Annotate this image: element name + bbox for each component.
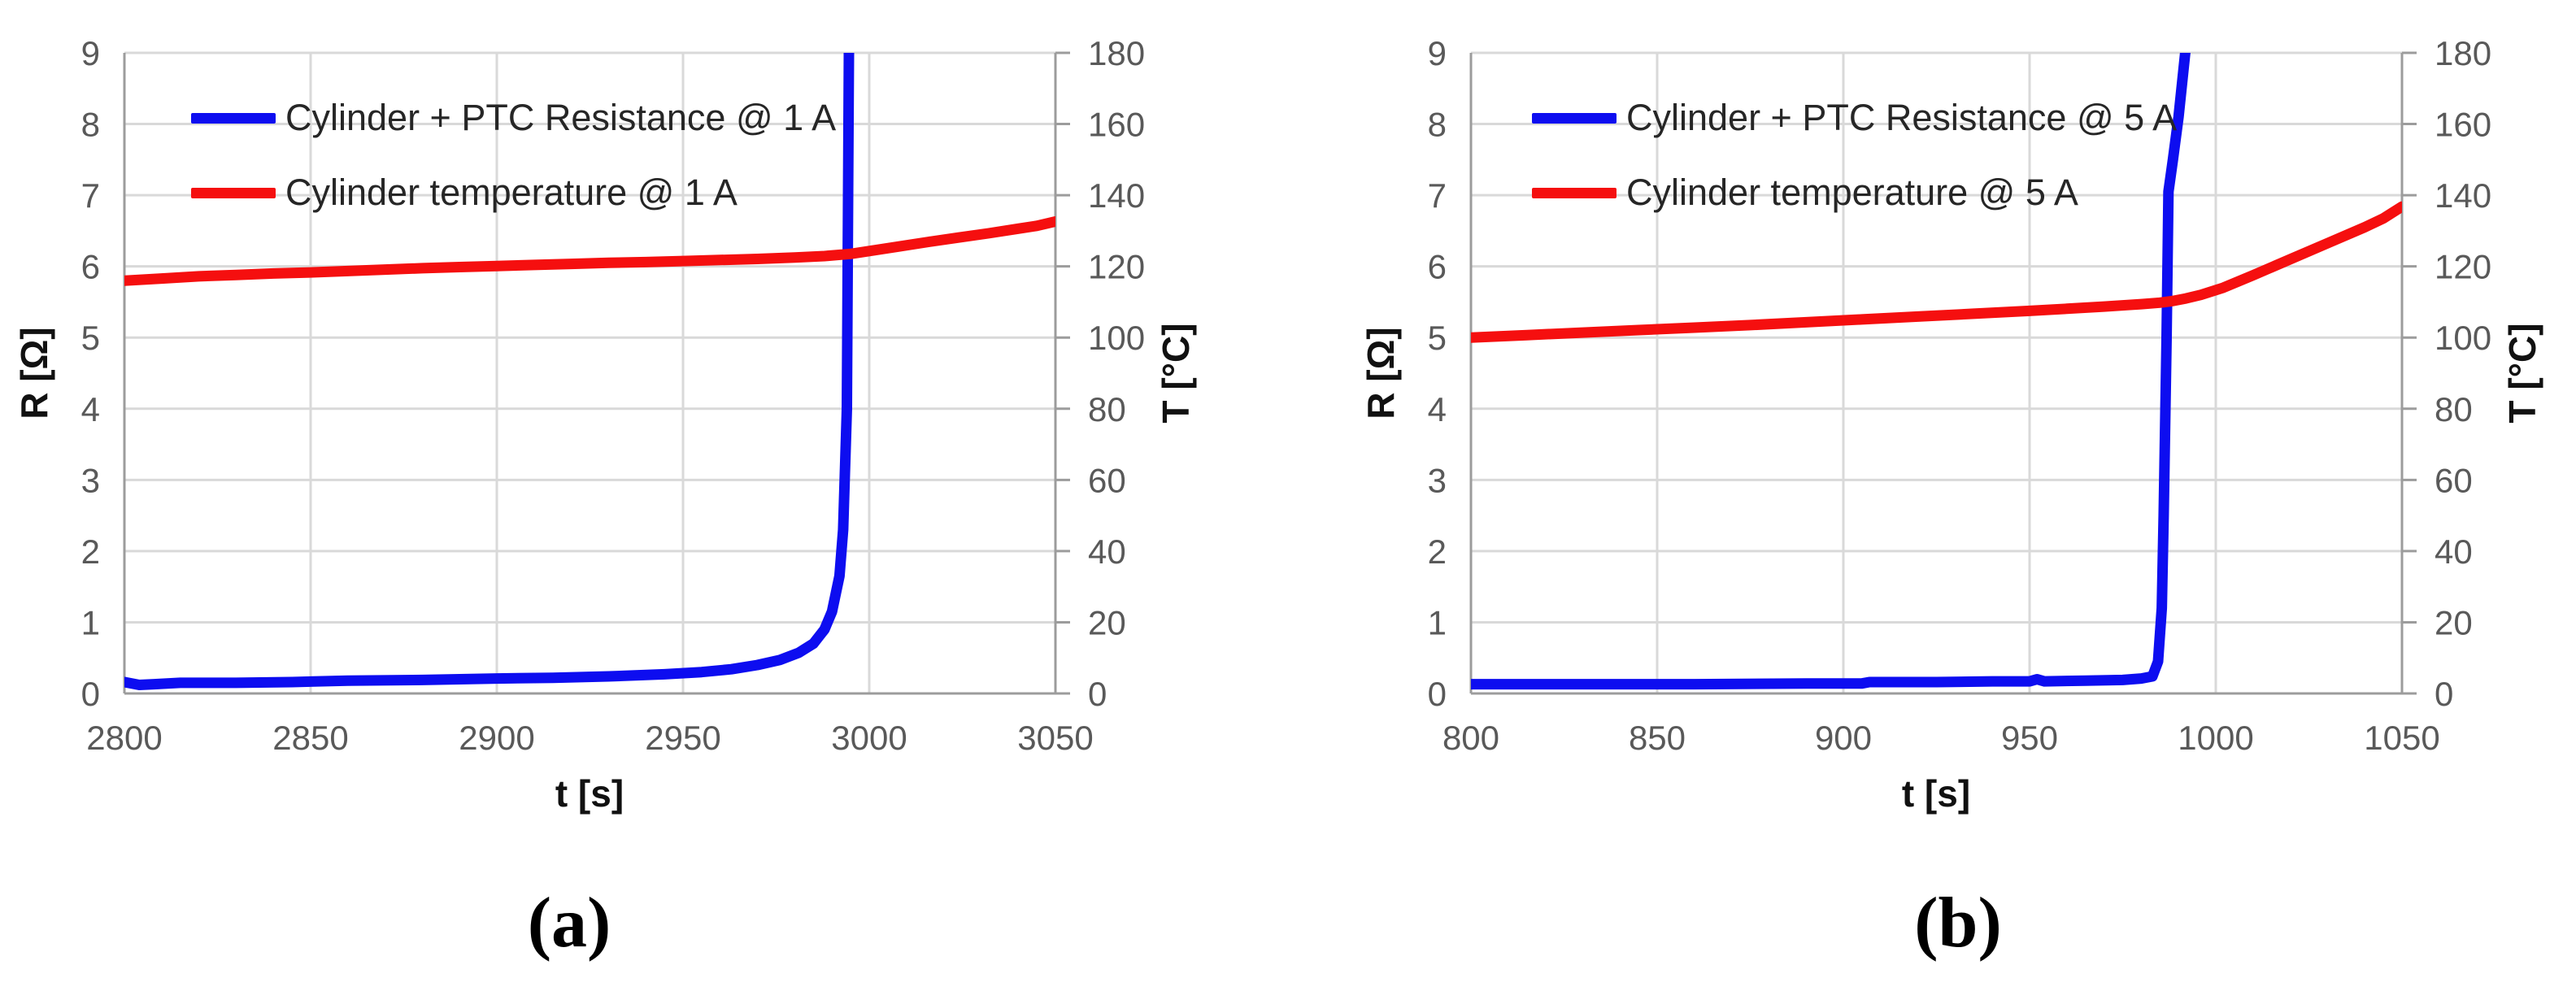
temperature-line-swatch: [1532, 187, 1617, 198]
svg-text:100: 100: [2435, 319, 2491, 357]
svg-text:8: 8: [1428, 106, 1447, 144]
chart-b-tick-labels: 0 1 2 3 4 5 6 7 8 9 0 20 40 60 80 100 120 140 160 180 800 850…: [1428, 34, 2491, 757]
legend-label: Cylinder + PTC Resistance @ 1 A: [285, 97, 837, 138]
svg-text:1: 1: [81, 603, 100, 641]
svg-text:20: 20: [2435, 603, 2473, 641]
chart-a-legend-item-resistance: Cylinder + PTC Resistance @ 1 A: [191, 98, 836, 138]
svg-text:2: 2: [1428, 532, 1447, 571]
svg-text:80: 80: [2435, 390, 2473, 428]
chart-a-plot: 0 1 2 3 4 5 6 7 8 9 0 20 40 60 80 100 120 140 160 180 2800 28…: [13, 34, 1197, 815]
svg-text:0: 0: [81, 675, 100, 713]
svg-text:20: 20: [1088, 603, 1126, 641]
svg-text:140: 140: [2435, 176, 2491, 215]
svg-text:850: 850: [1629, 719, 1686, 757]
svg-text:900: 900: [1815, 719, 1872, 757]
chart-a: 0 1 2 3 4 5 6 7 8 9 0 20 40 60 80 100 120 140 160 180 2800 28…: [13, 34, 1197, 963]
svg-text:7: 7: [1428, 176, 1447, 215]
svg-text:4: 4: [81, 390, 100, 428]
svg-text:2850: 2850: [272, 719, 348, 757]
svg-text:9: 9: [81, 34, 100, 72]
svg-text:3050: 3050: [1017, 719, 1093, 757]
svg-text:8: 8: [81, 106, 100, 144]
svg-text:1000: 1000: [2178, 719, 2253, 757]
chart-b-series: [1471, 53, 2402, 690]
svg-text:5: 5: [81, 319, 100, 357]
svg-text:80: 80: [1088, 390, 1126, 428]
svg-text:40: 40: [1088, 532, 1126, 571]
resistance-line-swatch: [1532, 112, 1617, 124]
chart-a-axes: [123, 51, 1070, 695]
svg-text:180: 180: [2435, 34, 2491, 72]
svg-text:800: 800: [1442, 719, 1499, 757]
svg-text:1: 1: [1428, 603, 1447, 641]
chart-b-legend-item-temperature: Cylinder temperature @ 5 A: [1532, 172, 2078, 213]
svg-text:9: 9: [1428, 34, 1447, 72]
svg-text:2950: 2950: [645, 719, 720, 757]
svg-text:40: 40: [2435, 532, 2473, 571]
svg-text:100: 100: [1088, 319, 1145, 357]
chart-b-axes: [1469, 51, 2417, 695]
legend-label: Cylinder + PTC Resistance @ 5 A: [1626, 97, 2178, 138]
svg-text:60: 60: [2435, 461, 2473, 499]
svg-text:2800: 2800: [86, 719, 162, 757]
svg-text:60: 60: [1088, 461, 1126, 499]
legend-label: Cylinder temperature @ 5 A: [1626, 172, 2078, 213]
chart-a-right-axis-title: T [°C]: [1155, 323, 1197, 423]
svg-text:7: 7: [81, 176, 100, 215]
chart-b-right-axis-title: T [°C]: [2501, 323, 2543, 423]
svg-text:950: 950: [2001, 719, 2058, 757]
svg-text:0: 0: [1088, 675, 1107, 713]
temperature-line-swatch: [191, 187, 276, 198]
svg-text:5: 5: [1428, 319, 1447, 357]
svg-text:120: 120: [2435, 248, 2491, 286]
svg-text:160: 160: [2435, 106, 2491, 144]
svg-text:140: 140: [1088, 176, 1145, 215]
chart-a-legend-item-temperature: Cylinder temperature @ 1 A: [191, 172, 738, 213]
chart-a-left-axis-title: R [Ω]: [13, 327, 55, 419]
svg-text:0: 0: [1428, 675, 1447, 713]
chart-a-gridlines: [124, 51, 1055, 693]
caption-b: (b): [1914, 884, 2002, 963]
chart-a-tick-labels: 0 1 2 3 4 5 6 7 8 9 0 20 40 60 80 100 120 140 160 180 2800 28…: [81, 34, 1145, 757]
svg-text:3000: 3000: [831, 719, 907, 757]
svg-text:2900: 2900: [459, 719, 534, 757]
svg-text:120: 120: [1088, 248, 1145, 286]
svg-text:0: 0: [2435, 675, 2453, 713]
svg-text:3: 3: [1428, 461, 1447, 499]
svg-text:2: 2: [81, 532, 100, 571]
chart-b-plot: 0 1 2 3 4 5 6 7 8 9 0 20 40 60 80 100 120 140 160 180 800 850…: [1360, 34, 2543, 815]
svg-text:6: 6: [81, 248, 100, 286]
chart-b-x-axis-title: t [s]: [1902, 772, 1970, 815]
chart-b-legend-item-resistance: Cylinder + PTC Resistance @ 5 A: [1532, 98, 2177, 138]
resistance-line-swatch: [191, 112, 276, 124]
chart-b-gridlines: [1471, 51, 2402, 693]
svg-text:3: 3: [81, 461, 100, 499]
chart-b: 0 1 2 3 4 5 6 7 8 9 0 20 40 60 80 100 120 140 160 180 800 850…: [1288, 0, 2576, 991]
svg-text:6: 6: [1428, 248, 1447, 286]
chart-a-series: [124, 53, 1055, 690]
chart-b-left-axis-title: R [Ω]: [1360, 327, 1402, 419]
legend-label: Cylinder temperature @ 1 A: [285, 172, 738, 213]
svg-text:160: 160: [1088, 106, 1145, 144]
chart-a-x-axis-title: t [s]: [555, 772, 624, 815]
svg-text:1050: 1050: [2364, 719, 2439, 757]
svg-text:4: 4: [1428, 390, 1447, 428]
caption-a: (a): [527, 884, 611, 963]
svg-text:180: 180: [1088, 34, 1145, 72]
